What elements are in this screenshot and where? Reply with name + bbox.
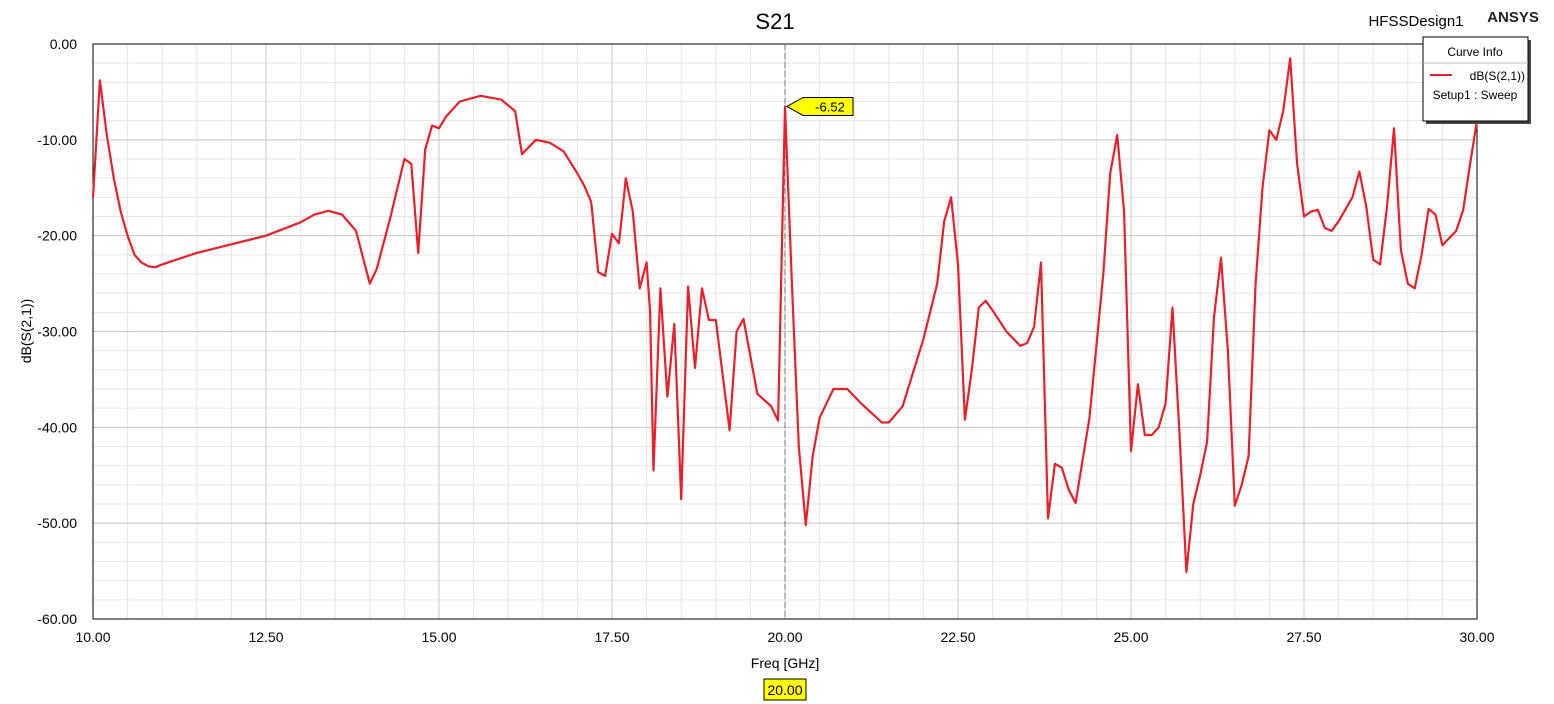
marker-flag [785, 96, 854, 116]
marker-x-badge-box [763, 678, 807, 701]
design-name: HFSSDesign1 [1368, 13, 1463, 30]
y-tick-labels: 0.00 -10.00 -20.00 -30.00 -40.00 -50.00 -60.00 [37, 36, 77, 627]
y-tick-label: 0.00 [50, 36, 77, 52]
legend-frame [1422, 36, 1529, 122]
x-axis-label: Freq [GHz] [751, 655, 819, 671]
marker-value-label: -6.52 [815, 99, 845, 114]
y-tick-label: -30.00 [37, 324, 77, 340]
plot-area[interactable] [91, 43, 1479, 620]
x-tick-label: 25.00 [1113, 629, 1148, 645]
y-tick-label: -50.00 [37, 515, 77, 531]
legend-entry-sub-label: Setup1 : Sweep [1433, 88, 1518, 102]
y-tick-label: -20.00 [37, 228, 77, 244]
x-tick-labels: 10.00 12.50 15.00 17.50 20.00 22.50 25.00 27.50… [75, 629, 1494, 645]
x-tick-label: 12.50 [248, 629, 283, 645]
s21-curve[interactable] [91, 57, 1479, 574]
marker-x-badge[interactable]: 20.00 [763, 678, 807, 701]
brand-logo-text: ANSYS [1487, 9, 1539, 26]
marker-x-badge-label: 20.00 [767, 682, 802, 698]
y-tick-label: -60.00 [37, 611, 77, 627]
x-tick-label: 10.00 [75, 629, 110, 645]
legend-title: Curve Info [1447, 45, 1503, 59]
y-axis-label: dB(S(2,1)) [18, 299, 34, 364]
y-tick-label: -40.00 [37, 419, 77, 435]
x-tick-label: 22.50 [940, 629, 975, 645]
legend-box[interactable]: Curve Info dB(S(2,1)) Setup1 : Sweep [1422, 36, 1531, 124]
x-tick-label: 27.50 [1286, 629, 1321, 645]
marker-callout[interactable]: -6.52 [785, 96, 854, 116]
legend-entry-label: dB(S(2,1)) [1470, 69, 1525, 83]
y-tick-label: -10.00 [37, 132, 77, 148]
x-tick-label: 17.50 [594, 629, 629, 645]
chart-title: S21 [755, 9, 794, 34]
x-tick-label: 30.00 [1459, 629, 1494, 645]
x-tick-label: 20.00 [767, 629, 802, 645]
x-tick-label: 15.00 [421, 629, 456, 645]
